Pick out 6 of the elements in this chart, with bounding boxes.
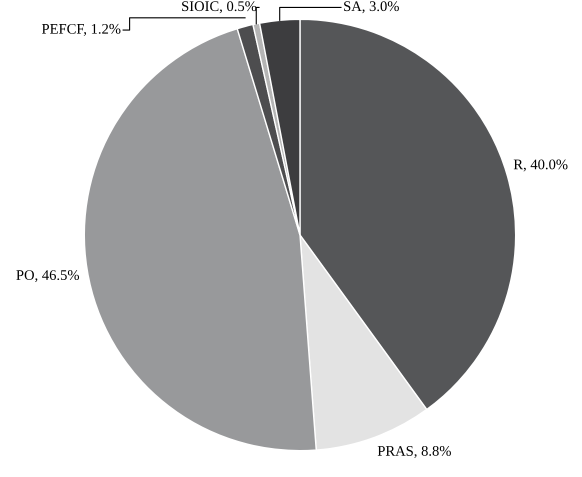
slice-label: R, 40.0% — [514, 159, 568, 172]
slice-label: PO, 46.5% — [16, 270, 80, 282]
slice-label: PEFCF, 1.2% — [42, 24, 120, 36]
slice-label: PRAS, 8.8% — [378, 446, 451, 458]
slice-label: SIOIC, 0.5% — [182, 1, 256, 14]
slice-label: SA, 3.0% — [344, 1, 399, 14]
